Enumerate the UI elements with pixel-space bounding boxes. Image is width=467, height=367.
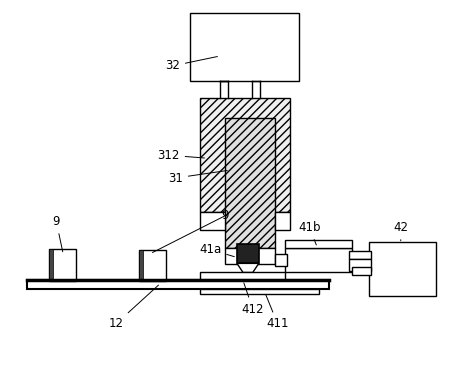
Text: 412: 412 xyxy=(241,283,264,316)
Text: 31: 31 xyxy=(168,171,227,185)
Bar xyxy=(352,268,371,275)
Text: 42: 42 xyxy=(393,221,408,241)
Text: 41a: 41a xyxy=(199,243,234,257)
Bar xyxy=(275,254,287,266)
Bar xyxy=(200,272,284,280)
Bar xyxy=(200,289,319,294)
Text: 32: 32 xyxy=(165,57,217,72)
Bar xyxy=(369,241,437,296)
Text: 12: 12 xyxy=(108,285,158,330)
Bar xyxy=(27,280,329,289)
Bar xyxy=(275,212,290,230)
Bar xyxy=(349,259,371,271)
Bar xyxy=(200,98,290,212)
Bar xyxy=(50,248,53,281)
Bar xyxy=(191,13,299,81)
Text: 312: 312 xyxy=(157,149,205,162)
Bar xyxy=(225,247,275,264)
Bar xyxy=(349,251,371,259)
Text: 9: 9 xyxy=(221,209,229,222)
Bar xyxy=(139,251,143,281)
Bar xyxy=(225,119,275,247)
Bar xyxy=(284,240,352,247)
Bar xyxy=(237,244,259,264)
Text: 41b: 41b xyxy=(298,221,321,245)
Text: 411: 411 xyxy=(266,295,289,330)
Polygon shape xyxy=(237,264,259,272)
Text: 9: 9 xyxy=(53,215,63,252)
Bar xyxy=(50,248,76,281)
Bar xyxy=(139,251,165,281)
Bar xyxy=(284,247,352,272)
Bar xyxy=(200,212,225,230)
